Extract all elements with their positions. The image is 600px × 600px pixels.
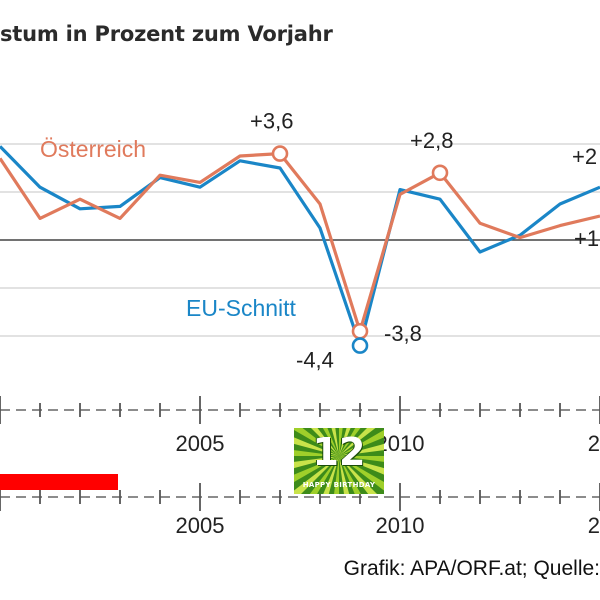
red-highlight-bar — [0, 474, 118, 490]
series-line-oesterreich — [0, 152, 600, 333]
badge-number: 12 — [312, 430, 366, 474]
chart-title: stum in Prozent zum Vorjahr — [0, 22, 333, 46]
badge-ray — [294, 450, 339, 456]
sunburst-icon — [294, 428, 384, 494]
badge-ray — [294, 456, 339, 494]
series-markers — [271, 145, 449, 354]
data-point-marker — [271, 145, 289, 162]
data-label: +1 — [574, 226, 599, 251]
series-lines — [0, 145, 600, 348]
x-tick-label: 2010 — [376, 513, 425, 538]
series-label-eu-schnitt: EU-Schnitt — [186, 295, 297, 321]
data-label: -3,8 — [384, 321, 422, 346]
data-point-marker — [431, 164, 449, 182]
data-label: +2,8 — [410, 128, 453, 153]
grid-lines — [0, 143, 600, 337]
badge-ray — [294, 428, 339, 456]
data-annotations: +3,6 -3,8 -4,4 +2,8 +2 +1 — [250, 109, 599, 373]
data-label: -4,4 — [296, 348, 334, 373]
x-tick-label: 20 — [588, 513, 600, 538]
data-label: +3,6 — [250, 109, 293, 134]
badge-ray — [339, 456, 377, 494]
badge-ray — [310, 428, 339, 456]
series-labels: Österreich EU-Schnitt — [40, 136, 297, 321]
badge-ray — [339, 428, 361, 456]
badge-ray — [334, 456, 339, 494]
source-credit: Grafik: APA/ORF.at; Quelle: — [343, 557, 600, 580]
data-point-marker — [351, 337, 369, 354]
x-tick-label: 20 — [588, 431, 600, 456]
badge-ray — [339, 456, 350, 494]
series-label-oesterreich: Österreich — [40, 136, 146, 162]
data-label: +2 — [572, 144, 597, 169]
birthday-badge: 12 HAPPY BIRTHDAY — [294, 428, 384, 494]
badge-text: HAPPY BIRTHDAY — [302, 481, 376, 489]
badge-ray — [339, 456, 384, 462]
x-tick-label: 2005 — [176, 431, 225, 456]
x-tick-label: 2005 — [176, 513, 225, 538]
data-point-marker — [351, 322, 369, 340]
